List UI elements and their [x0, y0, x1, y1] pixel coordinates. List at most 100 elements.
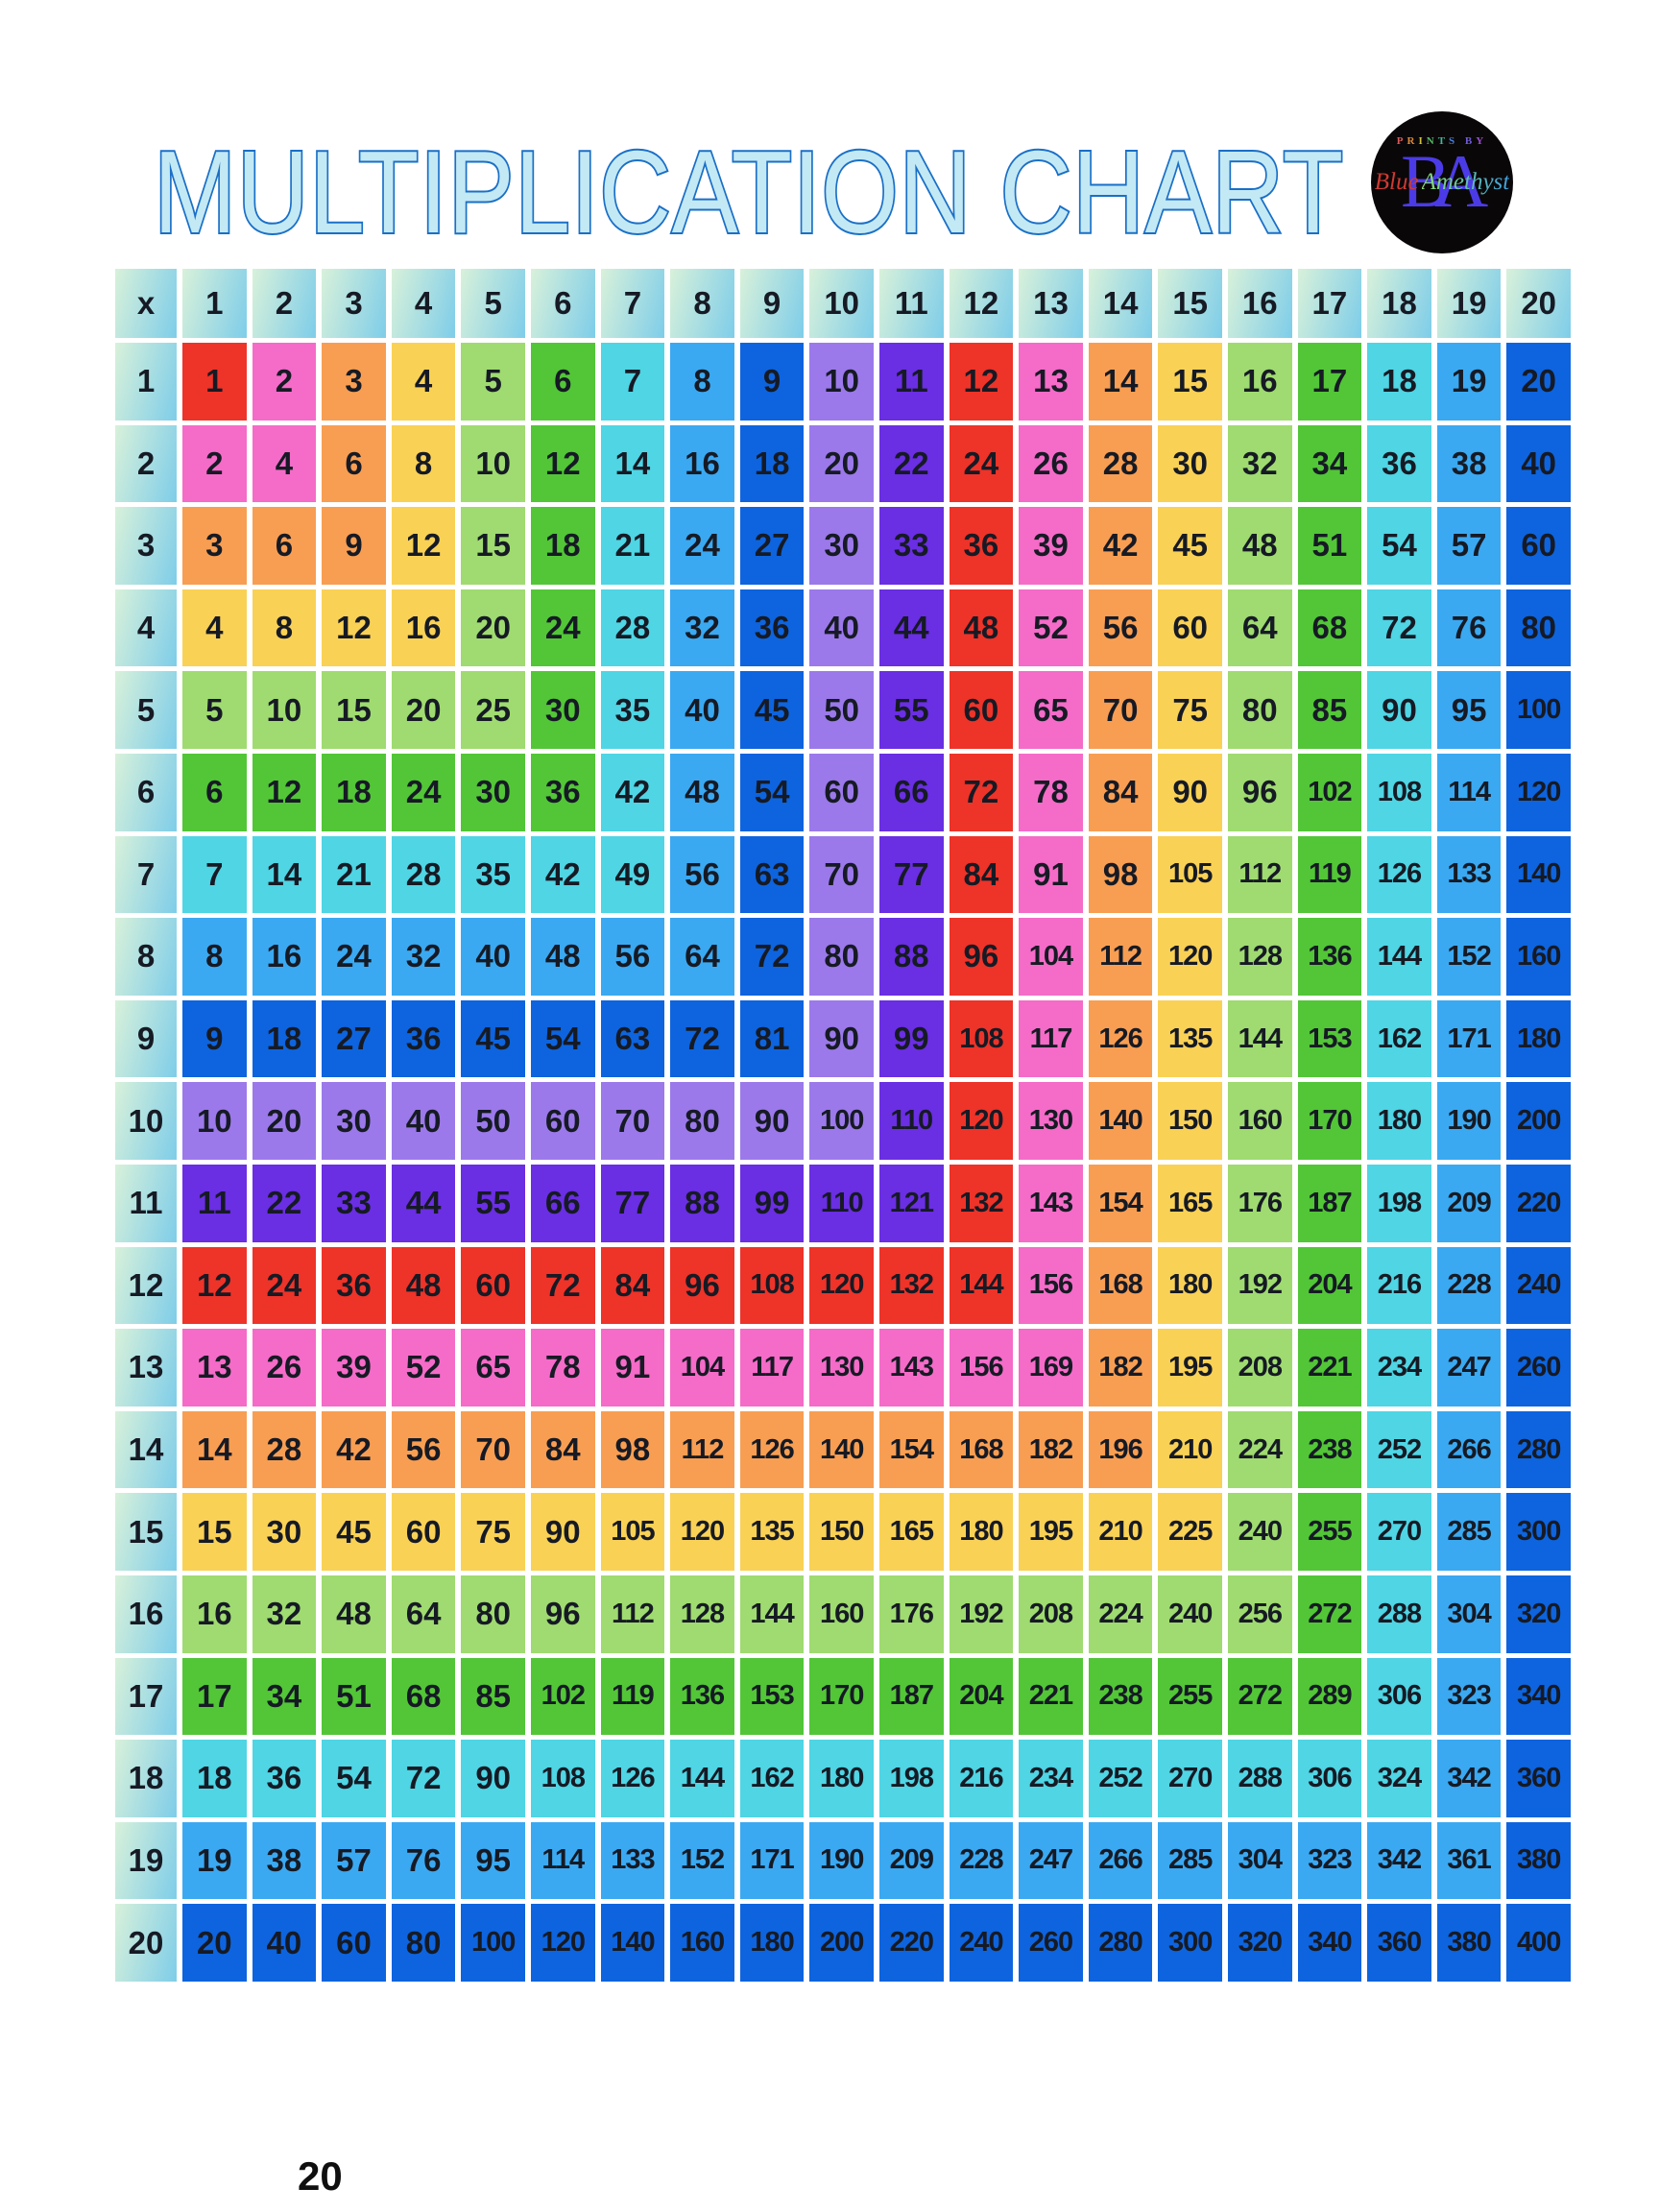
product-cell: 48 — [530, 918, 595, 996]
corner-cell: x — [115, 269, 177, 338]
column-header-cell: 10 — [809, 269, 874, 338]
product-cell: 240 — [1227, 1493, 1292, 1571]
product-cell: 64 — [670, 918, 734, 996]
product-cell: 10 — [809, 343, 874, 421]
product-cell: 180 — [949, 1493, 1014, 1571]
product-cell: 24 — [322, 918, 386, 996]
product-cell: 4 — [182, 589, 247, 667]
product-cell: 150 — [1158, 1082, 1222, 1160]
product-cell: 224 — [1088, 1575, 1153, 1653]
logo-prints-by-text: PRINTS BY — [1371, 135, 1513, 147]
column-header-cell: 8 — [670, 269, 734, 338]
product-cell: 160 — [1506, 918, 1571, 996]
column-header-cell: 17 — [1297, 269, 1362, 338]
product-cell: 27 — [739, 507, 805, 585]
product-cell: 78 — [1019, 753, 1083, 831]
product-cell: 120 — [949, 1082, 1014, 1160]
product-cell: 198 — [878, 1740, 944, 1817]
product-cell: 52 — [1019, 589, 1083, 667]
product-cell: 84 — [530, 1410, 595, 1489]
column-header-cell: 2 — [252, 269, 317, 338]
product-cell: 288 — [1227, 1740, 1292, 1817]
product-cell: 7 — [600, 343, 665, 421]
product-cell: 156 — [949, 1329, 1014, 1407]
product-cell: 182 — [1019, 1410, 1083, 1489]
product-cell: 90 — [739, 1082, 805, 1160]
product-cell: 90 — [1158, 753, 1222, 831]
product-cell: 160 — [670, 1904, 734, 1982]
product-cell: 120 — [1158, 918, 1222, 996]
product-cell: 40 — [809, 589, 874, 667]
product-cell: 55 — [878, 671, 944, 749]
product-cell: 84 — [1088, 753, 1153, 831]
product-cell: 78 — [530, 1329, 595, 1407]
product-cell: 60 — [391, 1493, 456, 1571]
product-cell: 3 — [182, 507, 247, 585]
product-cell: 280 — [1506, 1410, 1571, 1489]
product-cell: 48 — [670, 753, 734, 831]
column-header-cell: 1 — [182, 269, 247, 338]
product-cell: 170 — [809, 1657, 874, 1736]
product-cell: 76 — [391, 1821, 456, 1900]
page-title-banner: MULTIPLICATION CHART — [152, 125, 1345, 259]
product-cell: 360 — [1367, 1904, 1431, 1982]
product-cell: 52 — [391, 1329, 456, 1407]
product-cell: 195 — [1158, 1329, 1222, 1407]
product-cell: 40 — [391, 1082, 456, 1160]
product-cell: 5 — [182, 671, 247, 749]
product-cell: 14 — [252, 835, 317, 914]
product-cell: 18 — [530, 507, 595, 585]
product-cell: 50 — [461, 1082, 525, 1160]
product-cell: 112 — [1088, 918, 1153, 996]
product-cell: 48 — [391, 1246, 456, 1325]
product-cell: 30 — [322, 1082, 386, 1160]
column-header-cell: 12 — [949, 269, 1014, 338]
product-cell: 75 — [1158, 671, 1222, 749]
product-cell: 54 — [530, 999, 595, 1078]
product-cell: 80 — [1227, 671, 1292, 749]
product-cell: 63 — [739, 835, 805, 914]
product-cell: 14 — [1088, 343, 1153, 421]
product-cell: 247 — [1019, 1821, 1083, 1900]
product-cell: 45 — [739, 671, 805, 749]
product-cell: 88 — [878, 918, 944, 996]
product-cell: 240 — [949, 1904, 1014, 1982]
column-header-cell: 9 — [739, 269, 805, 338]
product-cell: 48 — [1227, 507, 1292, 585]
product-cell: 272 — [1227, 1657, 1292, 1736]
row-header-cell: 1 — [115, 343, 177, 421]
product-cell: 192 — [1227, 1246, 1292, 1325]
product-cell: 238 — [1297, 1410, 1362, 1489]
product-cell: 18 — [739, 424, 805, 503]
column-header-cell: 18 — [1367, 269, 1431, 338]
product-cell: 13 — [182, 1329, 247, 1407]
product-cell: 45 — [1158, 507, 1222, 585]
product-cell: 95 — [1436, 671, 1502, 749]
product-cell: 84 — [949, 835, 1014, 914]
product-cell: 70 — [600, 1082, 665, 1160]
product-cell: 400 — [1506, 1904, 1571, 1982]
product-cell: 45 — [322, 1493, 386, 1571]
product-cell: 100 — [461, 1904, 525, 1982]
row-header-cell: 20 — [115, 1904, 177, 1982]
product-cell: 260 — [1019, 1904, 1083, 1982]
row-header-cell: 10 — [115, 1082, 177, 1160]
product-cell: 162 — [1367, 999, 1431, 1078]
product-cell: 168 — [949, 1410, 1014, 1489]
product-cell: 36 — [530, 753, 595, 831]
row-header-cell: 13 — [115, 1329, 177, 1407]
product-cell: 54 — [322, 1740, 386, 1817]
product-cell: 72 — [739, 918, 805, 996]
product-cell: 56 — [670, 835, 734, 914]
product-cell: 221 — [1297, 1329, 1362, 1407]
product-cell: 3 — [322, 343, 386, 421]
product-cell: 90 — [809, 999, 874, 1078]
product-cell: 34 — [1297, 424, 1362, 503]
product-cell: 4 — [391, 343, 456, 421]
product-cell: 360 — [1506, 1740, 1571, 1817]
product-cell: 112 — [600, 1575, 665, 1653]
product-cell: 216 — [1367, 1246, 1431, 1325]
product-cell: 272 — [1297, 1575, 1362, 1653]
logo-prints-by-letter: R — [1407, 135, 1419, 147]
product-cell: 210 — [1158, 1410, 1222, 1489]
